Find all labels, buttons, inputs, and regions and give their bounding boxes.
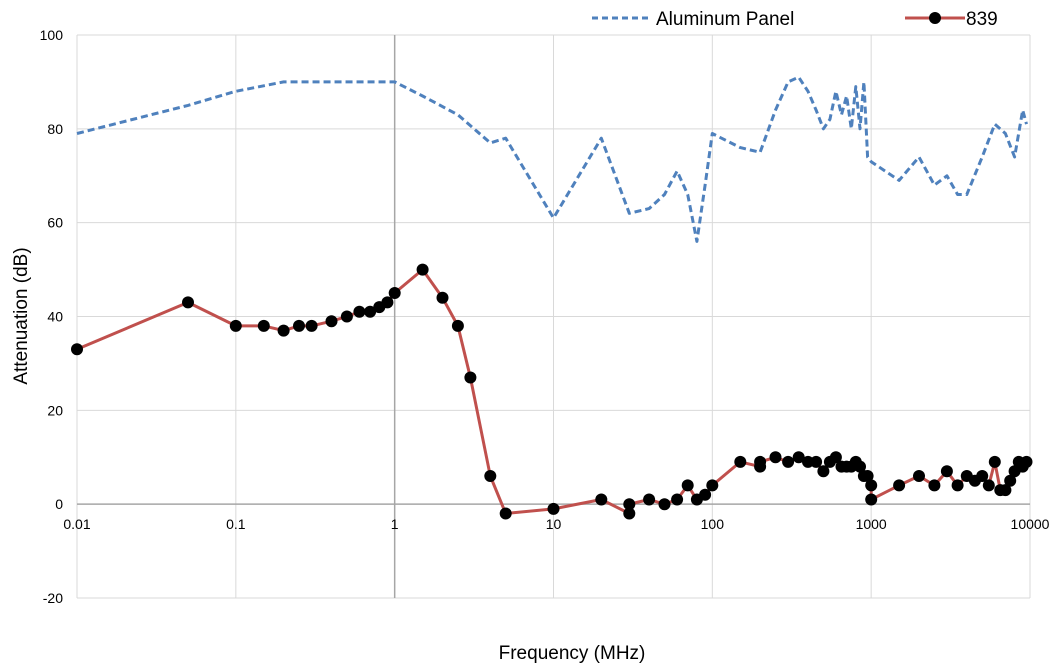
series-line-aluminum-panel: [76, 75, 1028, 243]
x-tick-label: 1000: [856, 516, 887, 532]
tick-labels: -20 0 20 40 60 80 100 0.01 0.1 1 10 100 1000 10000: [40, 27, 1050, 606]
data-point-839: [861, 470, 874, 482]
data-point-839: [817, 465, 830, 478]
legend-label-aluminum-panel: Aluminum Panel: [656, 9, 794, 30]
data-point-839: [451, 319, 464, 332]
data-point-839: [865, 493, 878, 506]
data-point-839: [940, 465, 953, 478]
x-tick-label: 10000: [1011, 516, 1050, 532]
data-point-839: [182, 296, 194, 309]
y-tick-label: 0: [55, 496, 63, 512]
data-point-839: [595, 493, 608, 506]
data-point-839: [623, 498, 636, 511]
data-point-839: [325, 315, 338, 328]
data-point-839: [340, 310, 353, 323]
data-point-839: [1004, 474, 1017, 487]
data-point-839: [792, 451, 805, 464]
data-point-839: [484, 470, 497, 482]
data-point-839: [928, 479, 941, 492]
data-point-839: [353, 305, 366, 318]
legend-label-839: 839: [966, 9, 998, 30]
legend: Aluminum Panel 839: [592, 9, 998, 30]
x-tick-label: 10: [546, 516, 562, 532]
data-point-839: [854, 460, 866, 473]
y-tick-label: 60: [47, 215, 63, 231]
data-point-839: [623, 507, 636, 520]
y-tick-label: 20: [47, 402, 63, 418]
data-point-839: [976, 470, 989, 482]
data-point-839: [436, 291, 449, 304]
data-point-839: [951, 479, 964, 492]
data-point-839: [277, 324, 290, 337]
data-point-839: [547, 502, 560, 515]
data-point-839: [364, 305, 377, 318]
data-point-839: [706, 479, 719, 492]
data-point-839: [257, 319, 270, 332]
data-point-839: [658, 498, 671, 511]
y-tick-label: 80: [47, 121, 63, 137]
x-tick-label: 100: [701, 516, 725, 532]
data-point-839: [782, 455, 795, 468]
y-tick-label: 100: [40, 27, 64, 43]
data-point-839: [671, 493, 684, 506]
data-point-839: [988, 455, 1001, 468]
data-point-839: [643, 493, 656, 506]
data-point-839: [699, 488, 712, 501]
x-tick-label: 0.01: [63, 516, 90, 532]
x-axis-title: Frequency (MHz): [499, 643, 646, 664]
x-tick-label: 0.1: [226, 516, 246, 532]
data-point-839: [381, 296, 394, 309]
data-point-839: [893, 479, 906, 492]
series-layer: [71, 75, 1033, 520]
data-point-839: [681, 479, 694, 492]
data-point-839: [305, 319, 318, 332]
y-axis-title: Attenuation (dB): [11, 247, 32, 384]
data-point-839: [999, 484, 1012, 497]
data-point-839: [865, 479, 878, 492]
data-point-839: [1020, 455, 1033, 468]
x-tick-label: 1: [391, 516, 399, 532]
data-point-839: [293, 319, 305, 332]
data-point-839: [913, 470, 925, 482]
data-point-839: [499, 507, 512, 520]
data-point-839: [464, 371, 477, 384]
y-tick-label: -20: [43, 590, 63, 606]
data-point-839: [388, 287, 401, 299]
data-point-839: [810, 455, 823, 468]
data-point-839: [769, 451, 782, 464]
data-point-839: [754, 455, 767, 468]
data-point-839: [229, 319, 242, 332]
data-point-839: [71, 343, 83, 356]
data-point-839: [734, 455, 747, 468]
data-point-839: [829, 451, 842, 464]
legend-marker-839: [929, 12, 941, 24]
y-tick-label: 40: [47, 309, 63, 325]
data-point-839: [982, 479, 995, 492]
data-point-839: [416, 263, 429, 276]
